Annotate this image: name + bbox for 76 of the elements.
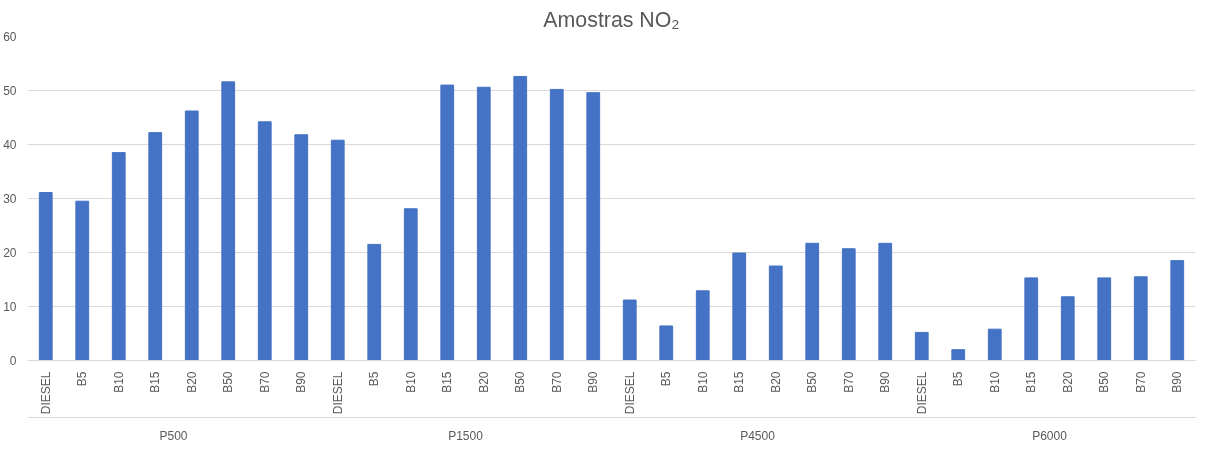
- x-tick-label: B15: [440, 371, 455, 393]
- bar: [221, 81, 236, 361]
- chart-title: Amostras NO₂: [543, 7, 680, 32]
- x-tick-label: B5: [951, 371, 966, 387]
- y-tick-label: 60: [3, 30, 17, 44]
- x-tick-label: DIESEL: [914, 371, 929, 415]
- y-tick-label: 30: [3, 192, 17, 206]
- bar: [914, 331, 929, 361]
- x-tick-label: B70: [549, 371, 564, 393]
- bar: [878, 242, 893, 361]
- text: P6000: [1032, 428, 1068, 443]
- x-tick-label: B20: [1060, 371, 1075, 393]
- x-tick-label: B5: [367, 371, 382, 387]
- x-tick-label: B50: [805, 371, 820, 393]
- bar: [513, 75, 528, 361]
- y-tick-label: 10: [3, 300, 17, 314]
- x-tick-label: B50: [513, 371, 528, 393]
- x-tick-label: B10: [987, 371, 1002, 393]
- bar: [257, 121, 272, 361]
- bar: [75, 200, 90, 361]
- bar: [440, 84, 455, 361]
- bar: [695, 290, 710, 361]
- bar: [768, 265, 783, 361]
- x-tick-label: DIESEL: [622, 371, 637, 415]
- bar: [841, 248, 856, 361]
- x-tick-label: B15: [732, 371, 747, 393]
- bar: [330, 139, 345, 361]
- x-tick-label: B10: [111, 371, 126, 393]
- text: P500: [159, 428, 188, 443]
- x-tick-label: B15: [148, 371, 163, 393]
- y-tick-label: 50: [3, 84, 17, 98]
- x-tick-label: B90: [294, 371, 309, 393]
- x-tick-label: B90: [586, 371, 601, 393]
- bar: [1170, 260, 1185, 361]
- bar: [1060, 296, 1075, 361]
- x-tick-label: B20: [184, 371, 199, 393]
- x-tick-label: B70: [257, 371, 272, 393]
- bar: [732, 252, 747, 361]
- bar: [1097, 277, 1112, 361]
- bar: [111, 152, 126, 361]
- text: P1500: [448, 428, 484, 443]
- bar: [805, 242, 820, 361]
- bar: [403, 208, 418, 361]
- x-tick-label: B50: [221, 371, 236, 393]
- x-tick-label: B70: [1133, 371, 1148, 393]
- x-tick-label: B5: [75, 371, 90, 387]
- x-tick-label: B10: [695, 371, 710, 393]
- x-tick-label: DIESEL: [330, 371, 345, 415]
- x-tick-label: B20: [476, 371, 491, 393]
- bar: [987, 328, 1002, 361]
- x-tick-label: B90: [878, 371, 893, 393]
- bar: [586, 92, 601, 361]
- x-tick-label: B15: [1024, 371, 1039, 393]
- bar: [294, 134, 309, 361]
- bar: [659, 325, 674, 361]
- y-tick-label: 20: [3, 246, 17, 260]
- x-tick-label: B10: [403, 371, 418, 393]
- text: P4500: [740, 428, 776, 443]
- bar: [622, 299, 637, 361]
- bar: [476, 86, 491, 361]
- bar: [184, 110, 199, 361]
- bar: [148, 132, 163, 361]
- x-tick-label: B70: [841, 371, 856, 393]
- x-tick-label: DIESEL: [38, 371, 53, 415]
- bar: [1024, 277, 1039, 361]
- x-tick-label: B20: [768, 371, 783, 393]
- y-tick-label: 0: [9, 354, 17, 368]
- x-tick-label: B5: [659, 371, 674, 387]
- bar: [951, 349, 966, 361]
- x-tick-label: B90: [1170, 371, 1185, 393]
- bar: [549, 88, 564, 361]
- bar: [1133, 276, 1148, 361]
- x-tick-label: B50: [1097, 371, 1112, 393]
- bar: [38, 192, 53, 361]
- bar: [367, 243, 382, 361]
- y-tick-label: 40: [3, 138, 17, 152]
